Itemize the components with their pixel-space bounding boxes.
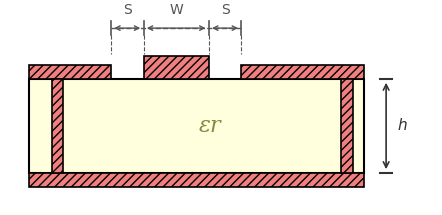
Bar (29, 65, 111, 79)
Bar (144, 56, 209, 79)
Bar (29, 173, 364, 187)
Text: h: h (397, 118, 407, 134)
Text: S: S (221, 3, 229, 17)
Text: εr: εr (199, 115, 222, 137)
Text: S: S (123, 3, 132, 17)
Bar (341, 79, 353, 173)
Bar (52, 79, 63, 173)
Text: W: W (169, 3, 183, 17)
Bar (241, 65, 364, 79)
Bar (29, 79, 364, 173)
